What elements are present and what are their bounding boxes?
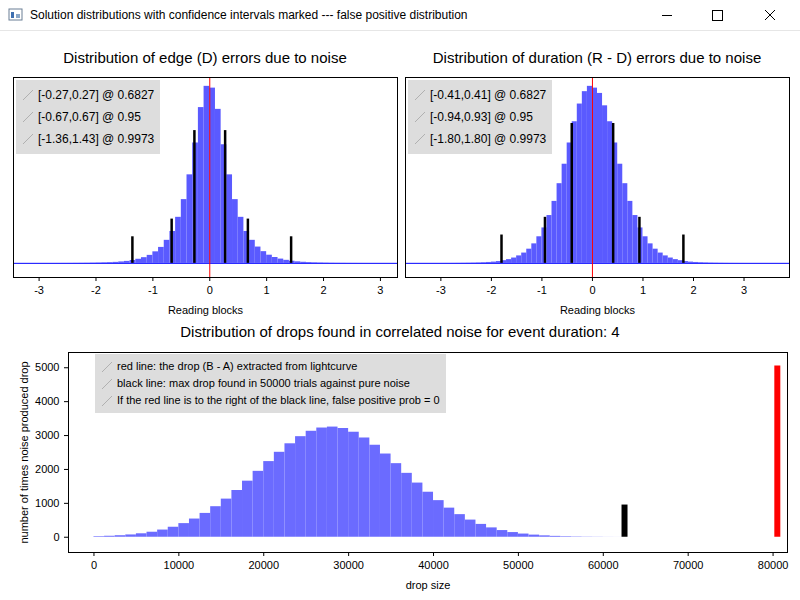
svg-text:Reading blocks: Reading blocks: [560, 304, 636, 316]
svg-text:3: 3: [741, 284, 747, 296]
svg-text:4000: 4000: [35, 395, 59, 407]
html-text:Solution distributions with co: Solution distributions with confidence i…: [30, 8, 468, 22]
svg-text:30000: 30000: [333, 559, 364, 571]
svg-text:5000: 5000: [35, 361, 59, 373]
svg-text:2: 2: [320, 284, 326, 296]
svg-text:1000: 1000: [35, 497, 59, 509]
svg-text:2: 2: [690, 284, 696, 296]
svg-text:80000: 80000: [758, 559, 789, 571]
svg-text:-3: -3: [436, 284, 446, 296]
svg-text:Reading blocks: Reading blocks: [168, 304, 244, 316]
svg-text:10000: 10000: [164, 559, 195, 571]
svg-text:1: 1: [264, 284, 270, 296]
html-text:[-1.36,1.43] @ 0.9973: [-1.36,1.43] @ 0.9973: [38, 132, 155, 146]
html-text:red line: the drop (B - A) ext: red line: the drop (B - A) extracted fro…: [117, 360, 358, 372]
html-text:[-0.41,0.41] @ 0.6827: [-0.41,0.41] @ 0.6827: [430, 88, 547, 102]
svg-text:-1: -1: [537, 284, 547, 296]
html-text:[-0.94,0.93] @ 0.95: [-0.94,0.93] @ 0.95: [430, 110, 533, 124]
html-text:black line: max drop found in: black line: max drop found in 50000 tria…: [117, 377, 410, 389]
svg-text:drop size: drop size: [406, 579, 451, 591]
svg-text:50000: 50000: [503, 559, 534, 571]
svg-text:-2: -2: [91, 284, 101, 296]
svg-text:3: 3: [377, 284, 383, 296]
svg-text:60000: 60000: [588, 559, 619, 571]
svg-text:20000: 20000: [248, 559, 279, 571]
svg-text:-1: -1: [148, 284, 158, 296]
svg-text:number of times noise produced: number of times noise produced drop: [18, 361, 30, 543]
svg-text:0: 0: [207, 284, 213, 296]
html-text:Distribution of drops found in: Distribution of drops found in correlate…: [180, 323, 620, 340]
html-text:Distribution of duration (R -: Distribution of duration (R - D) errors …: [432, 49, 762, 66]
html-text:[-0.27,0.27] @ 0.6827: [-0.27,0.27] @ 0.6827: [38, 88, 155, 102]
html-text:[-1.80,1.80] @ 0.9973: [-1.80,1.80] @ 0.9973: [430, 132, 547, 146]
html-text:Distribution of edge (D) error: Distribution of edge (D) errors due to n…: [63, 49, 347, 66]
svg-text:0: 0: [589, 284, 595, 296]
html-text:[-0.67,0.67] @ 0.95: [-0.67,0.67] @ 0.95: [38, 110, 141, 124]
svg-text:3000: 3000: [35, 429, 59, 441]
svg-text:2000: 2000: [35, 463, 59, 475]
svg-text:0: 0: [91, 559, 97, 571]
svg-text:40000: 40000: [418, 559, 449, 571]
svg-text:-3: -3: [34, 284, 44, 296]
svg-text:1: 1: [640, 284, 646, 296]
svg-text:0: 0: [53, 531, 59, 543]
html-text:If the red line is to the righ: If the red line is to the right of the b…: [117, 394, 440, 406]
svg-text:70000: 70000: [673, 559, 704, 571]
svg-text:-2: -2: [487, 284, 497, 296]
